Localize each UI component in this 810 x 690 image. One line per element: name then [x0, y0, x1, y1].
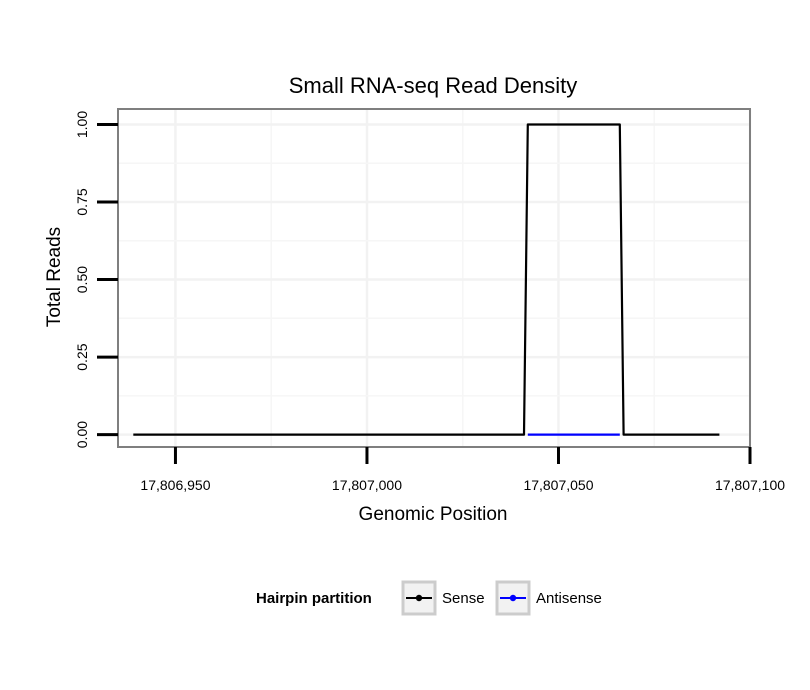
- legend-dot-antisense: [509, 594, 517, 602]
- legend-title: Hairpin partition: [256, 590, 372, 607]
- y-tick-label: 0.00: [74, 421, 90, 448]
- grid-lines: [118, 109, 752, 447]
- y-tick-label: 0.50: [74, 266, 90, 293]
- legend: Hairpin partition Sense Antisense: [256, 580, 602, 616]
- chart-title: Small RNA-seq Read Density: [289, 73, 578, 98]
- panel-border: [117, 108, 751, 448]
- series-line-sense: [133, 123, 720, 436]
- x-tick-label: 17,807,000: [332, 477, 402, 493]
- axes: 17,806,950 17,807,000 17,807,050 17,807,100…: [74, 108, 785, 493]
- legend-dot-sense: [415, 594, 423, 602]
- x-tick-label: 17,807,050: [523, 477, 593, 493]
- y-tick-label: 0.75: [74, 188, 90, 215]
- x-tick-label: 17,807,100: [715, 477, 785, 493]
- series-lines: [133, 123, 720, 436]
- legend-label-sense: Sense: [442, 590, 485, 607]
- x-tick-label: 17,806,950: [140, 477, 210, 493]
- legend-label-antisense: Antisense: [536, 590, 602, 607]
- y-tick-label: 1.00: [74, 111, 90, 138]
- y-axis-title: Total Reads: [44, 227, 65, 327]
- x-axis-title: Genomic Position: [359, 504, 508, 525]
- y-tick-label: 0.25: [74, 343, 90, 370]
